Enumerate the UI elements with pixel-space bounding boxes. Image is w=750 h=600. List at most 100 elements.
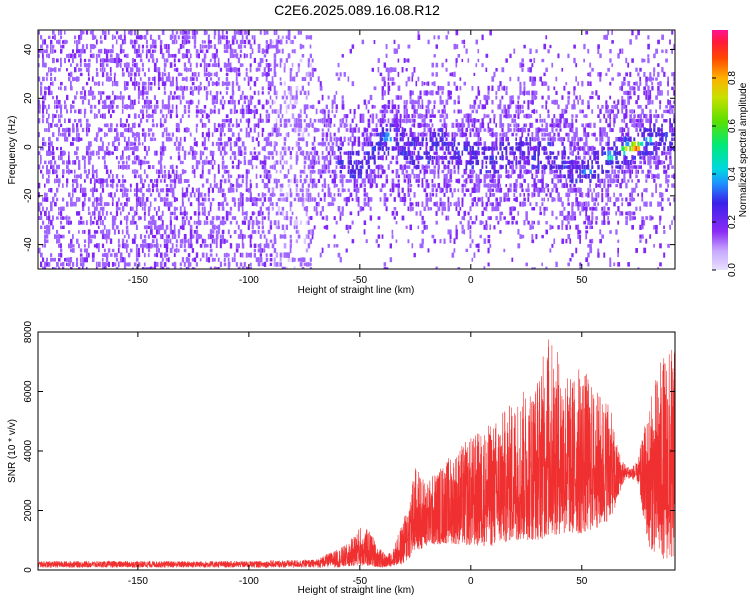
heatmap-cell — [471, 150, 474, 156]
heatmap-cell — [327, 187, 331, 193]
heatmap-cell — [91, 44, 95, 50]
heatmap-cell — [159, 215, 163, 221]
heatmap-cell — [521, 234, 525, 239]
heatmap-cell — [56, 174, 59, 179]
heatmap-cell — [70, 141, 72, 146]
heatmap-cell — [151, 183, 154, 188]
heatmap-cell — [431, 72, 434, 77]
heatmap-cell — [64, 30, 66, 35]
heatmap-cell — [153, 261, 157, 268]
heatmap-cell — [79, 183, 82, 188]
heatmap-cell — [411, 90, 414, 96]
heatmap-cell — [419, 210, 422, 217]
heatmap-cell — [481, 63, 484, 68]
heatmap-cell — [387, 118, 390, 124]
heatmap-cell — [95, 206, 98, 211]
heatmap-cell — [48, 145, 51, 152]
heatmap-cell — [261, 164, 265, 170]
heatmap-cell — [129, 39, 133, 45]
heatmap-cell — [87, 211, 91, 215]
heatmap-cell — [105, 53, 109, 59]
heatmap-cell — [457, 197, 460, 202]
heatmap-cell — [565, 104, 569, 110]
heatmap-cell — [78, 136, 80, 142]
heatmap-cell — [247, 104, 251, 110]
heatmap-cell — [579, 230, 582, 234]
heatmap-cell — [249, 53, 252, 59]
heatmap-cell — [513, 155, 515, 161]
heatmap-cell — [519, 234, 522, 239]
heatmap-cell — [301, 267, 305, 269]
heatmap-cell — [327, 202, 331, 207]
heatmap-cell — [541, 118, 544, 123]
heatmap-cell — [597, 160, 599, 165]
heatmap-cell — [239, 174, 242, 179]
heatmap-cell — [233, 252, 236, 258]
heatmap-cell — [247, 99, 250, 105]
heatmap-cell — [40, 155, 42, 161]
heatmap-cell — [131, 67, 134, 72]
heatmap-cell — [601, 196, 604, 203]
heatmap-cell — [567, 202, 570, 206]
heatmap-cell — [38, 247, 41, 254]
heatmap-cell — [427, 160, 430, 165]
heatmap-cell — [383, 132, 386, 137]
heatmap-cell — [529, 67, 532, 73]
heatmap-cell — [76, 155, 79, 160]
heatmap-cell — [123, 39, 127, 45]
heatmap-cell — [207, 43, 211, 50]
heatmap-cell — [441, 160, 445, 165]
heatmap-cell — [553, 156, 556, 160]
heatmap-cell — [261, 48, 265, 54]
heatmap-cell — [225, 86, 229, 91]
heatmap-cell — [475, 202, 479, 207]
heatmap-cell — [66, 136, 69, 142]
heatmap-cell — [301, 54, 305, 58]
heatmap-cell — [531, 146, 534, 151]
heatmap-cell — [593, 150, 596, 156]
heatmap-cell — [541, 188, 544, 193]
heatmap-cell — [597, 248, 600, 253]
heatmap-cell — [515, 146, 519, 151]
heatmap-cell — [409, 160, 412, 165]
heatmap-cell — [437, 85, 440, 91]
heatmap-cell — [145, 90, 149, 95]
heatmap-cell — [489, 202, 492, 206]
heatmap-cell — [279, 257, 282, 262]
heatmap-cell — [475, 63, 478, 68]
heatmap-cell — [117, 95, 121, 100]
heatmap-cell — [233, 99, 236, 105]
heatmap-cell — [581, 99, 584, 105]
heatmap-cell — [285, 123, 288, 128]
heatmap-cell — [573, 44, 576, 49]
heatmap-cell — [375, 183, 378, 188]
heatmap-cell — [439, 197, 442, 202]
heatmap-cell — [541, 169, 544, 174]
heatmap-cell — [219, 67, 223, 72]
heatmap-cell — [293, 95, 297, 100]
heatmap-cell — [469, 104, 472, 110]
heatmap-cell — [60, 210, 63, 216]
heatmap-cell — [231, 53, 235, 58]
heatmap-cell — [299, 30, 302, 35]
heatmap-cell — [569, 183, 572, 188]
heatmap-cell — [479, 234, 482, 239]
heatmap-cell — [285, 35, 288, 40]
heatmap-cell — [407, 76, 411, 82]
heatmap-cell — [125, 67, 129, 73]
heatmap-cell — [249, 252, 252, 258]
heatmap-cell — [74, 77, 77, 81]
heatmap-cell — [565, 109, 568, 114]
heatmap-cell — [401, 215, 405, 221]
heatmap-cell — [335, 220, 338, 225]
heatmap-cell — [323, 164, 326, 170]
heatmap-cell — [183, 261, 186, 267]
heatmap-cell — [261, 86, 264, 91]
heatmap-cell — [297, 193, 300, 197]
heatmap-cell — [183, 77, 186, 81]
heatmap-cell — [329, 145, 332, 152]
heatmap-cell — [533, 155, 536, 161]
heatmap-cell — [407, 58, 410, 63]
heatmap-cell — [93, 197, 96, 202]
heatmap-cell — [173, 206, 176, 211]
